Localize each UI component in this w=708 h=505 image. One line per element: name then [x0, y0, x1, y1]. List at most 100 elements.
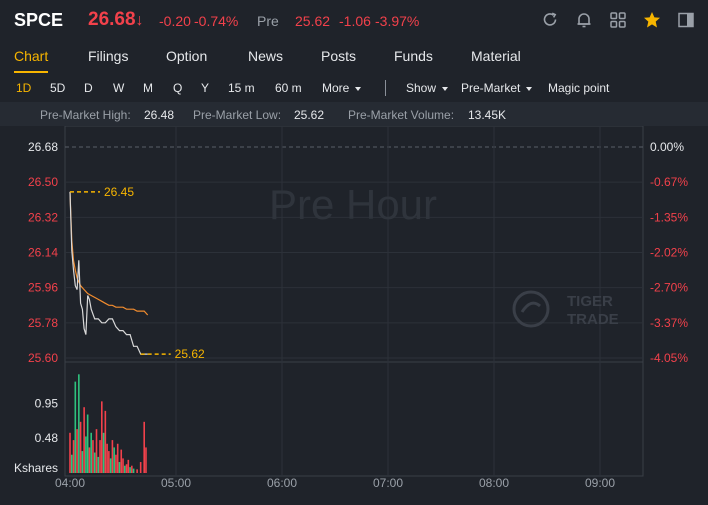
- tab-filings[interactable]: Filings: [88, 48, 129, 64]
- refresh-icon[interactable]: [540, 10, 560, 30]
- x-tick-label: 05:00: [161, 476, 191, 490]
- y-tick-label: 26.50: [28, 175, 58, 189]
- x-tick-label: 09:00: [585, 476, 615, 490]
- brand-line-2: TRADE: [567, 311, 619, 328]
- magic-point-button[interactable]: Magic point: [548, 81, 610, 95]
- period-60m[interactable]: 60 m: [275, 81, 302, 95]
- volume-bar: [125, 464, 128, 473]
- volume-bar: [90, 432, 92, 473]
- volume-bar: [101, 401, 103, 473]
- chart-canvas[interactable]: 26.68 26.50 26.32 26.14 25.96 25.78 25.60 0.00%…: [0, 125, 708, 500]
- pre-market-stats: Pre-Market High: 26.48 Pre-Market Low: 2…: [0, 102, 708, 126]
- volume-bar: [132, 468, 135, 473]
- price-chart[interactable]: 26.68 26.50 26.32 26.14 25.96 25.78 25.60 0.00%…: [0, 125, 708, 500]
- volume-bar: [70, 454, 73, 473]
- volume-bar: [145, 447, 147, 473]
- x-tick-label: 04:00: [55, 476, 85, 490]
- volume-bar: [86, 414, 89, 473]
- volume-bar: [74, 381, 77, 473]
- volume-bar: [139, 462, 142, 473]
- pre-low-value: 25.62: [294, 108, 325, 122]
- volume-bar: [111, 440, 114, 473]
- brand-line-1: TIGER: [567, 293, 613, 310]
- pre-market-label: Pre: [257, 13, 279, 29]
- period-day[interactable]: D: [84, 81, 93, 95]
- tiger-logo-stripe: [520, 301, 541, 313]
- period-year[interactable]: Y: [201, 81, 210, 95]
- caret-down-icon: [355, 86, 362, 91]
- y-tick-label: 26.32: [28, 210, 58, 224]
- volume-bar: [123, 465, 126, 473]
- quote-header: SPCE 26.68↓ -0.20 -0.74% Pre 25.62 -1.06…: [0, 0, 708, 40]
- tab-news[interactable]: News: [248, 48, 284, 64]
- low-marker-label: 25.62: [175, 347, 205, 361]
- volume-bar: [88, 447, 91, 473]
- y-tick-label: 25.60: [28, 351, 58, 365]
- pre-high-value: 26.48: [144, 108, 175, 122]
- volume-bar: [72, 440, 75, 473]
- period-quarter[interactable]: Q: [173, 81, 183, 95]
- grid-icon[interactable]: [608, 10, 628, 30]
- y-tick-label: 25.96: [28, 281, 58, 295]
- pct-tick-label: -2.70%: [650, 281, 688, 295]
- tab-material[interactable]: Material: [471, 48, 521, 64]
- volume-bar: [99, 440, 101, 473]
- period-5d[interactable]: 5D: [50, 81, 66, 95]
- volume-bar: [122, 458, 124, 473]
- volume-bar: [129, 467, 131, 473]
- pct-tick-label: -1.35%: [650, 210, 688, 224]
- volume-bar: [78, 374, 80, 473]
- period-15m[interactable]: 15 m: [228, 81, 255, 95]
- price-series-line: [69, 191, 149, 316]
- last-price: 26.68↓: [88, 9, 144, 30]
- y-tick-label: 25.78: [28, 316, 58, 330]
- volume-bar: [102, 432, 105, 473]
- toolbar-divider: [385, 80, 386, 96]
- volume-bar: [116, 443, 119, 473]
- volume-bar: [97, 456, 100, 473]
- main-tabs: Chart Filings Option News Posts Funds Ma…: [0, 40, 708, 72]
- volume-bar: [92, 440, 94, 473]
- volume-bar: [85, 436, 87, 473]
- pre-low-label: Pre-Market Low:: [193, 108, 282, 122]
- pre-volume-label: Pre-Market Volume:: [348, 108, 455, 122]
- pre-market-change-pct: -3.97%: [375, 13, 420, 29]
- price-series-line: [69, 191, 148, 355]
- x-tick-label: 07:00: [373, 476, 403, 490]
- pre-market-change: -1.06: [339, 13, 371, 29]
- bell-icon[interactable]: [574, 10, 594, 30]
- pct-tick-label: -0.67%: [650, 175, 688, 189]
- caret-down-icon: [442, 86, 449, 91]
- pct-tick-label: 0.00%: [650, 140, 684, 154]
- session-dropdown[interactable]: Pre-Market: [461, 81, 533, 95]
- tab-posts[interactable]: Posts: [321, 48, 357, 64]
- tab-option[interactable]: Option: [166, 48, 208, 64]
- y-tick-label: 26.68: [28, 140, 58, 154]
- period-week[interactable]: W: [113, 81, 125, 95]
- volume-bar: [108, 451, 110, 473]
- period-1d[interactable]: 1D: [16, 81, 32, 95]
- volume-bar: [109, 458, 112, 473]
- volume-bar: [118, 462, 121, 473]
- price-change: -0.20: [159, 13, 191, 29]
- volume-bar: [93, 452, 96, 473]
- panel-icon[interactable]: [676, 10, 696, 30]
- period-selector: 1D 5D D W M Q Y 15 m 60 m More Show Pre-…: [0, 76, 708, 100]
- show-dropdown[interactable]: Show: [406, 81, 449, 95]
- volume-bar: [81, 451, 84, 473]
- volume-bar: [143, 421, 145, 473]
- period-month[interactable]: M: [143, 81, 153, 95]
- volume-bar: [106, 443, 108, 473]
- tab-funds[interactable]: Funds: [394, 48, 433, 64]
- pre-volume-value: 13.45K: [468, 108, 507, 122]
- tab-chart[interactable]: Chart: [14, 48, 49, 64]
- volume-bar: [76, 429, 78, 473]
- volume-bar: [83, 407, 85, 473]
- more-dropdown[interactable]: More: [322, 81, 362, 95]
- volume-bar: [115, 454, 117, 473]
- pct-tick-label: -2.02%: [650, 246, 688, 260]
- star-icon[interactable]: [642, 10, 662, 30]
- volume-tick-label: 0.95: [35, 397, 59, 411]
- volume-bar: [113, 447, 115, 473]
- volume-bar: [131, 465, 133, 473]
